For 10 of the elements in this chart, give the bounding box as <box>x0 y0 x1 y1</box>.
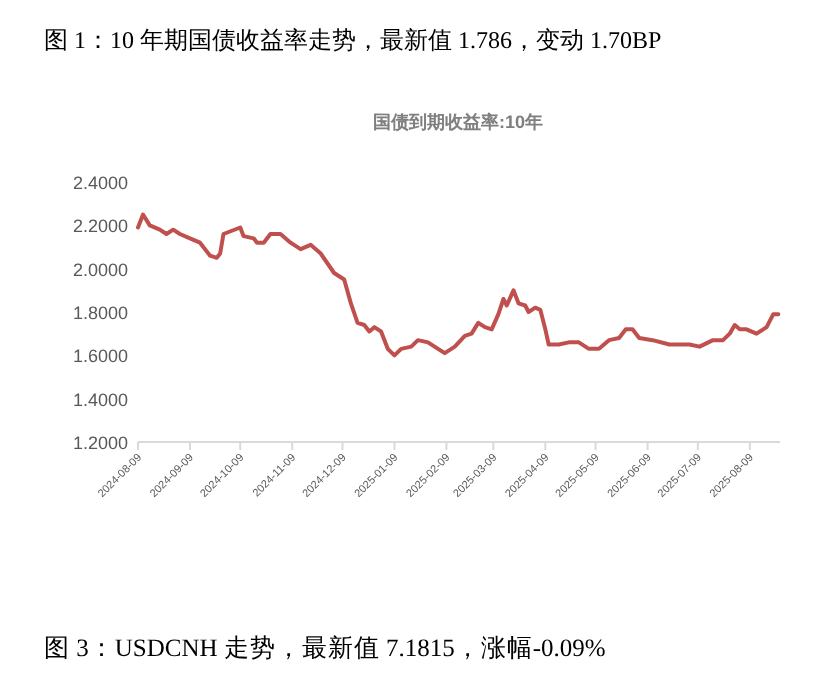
y-tick-label: 2.0000 <box>72 259 128 280</box>
y-tick-label: 1.4000 <box>72 389 128 410</box>
y-tick-label: 2.4000 <box>72 173 128 193</box>
annotation: 图 3：USDCNH 走势，最新值 7.1815，涨幅-0.09% <box>44 634 606 662</box>
y-tick-label: 2.2000 <box>72 216 128 237</box>
title: 图 1：10 年期国债收益率走势，最新值 1.786，变动 1.70BP <box>44 26 662 54</box>
y-tick-label: 1.8000 <box>72 303 128 323</box>
subtitle: 国债到期收益率:10年 <box>373 112 543 132</box>
y-tick-label: 1.2000 <box>72 433 128 453</box>
y-tick-label: 1.6000 <box>72 346 128 367</box>
